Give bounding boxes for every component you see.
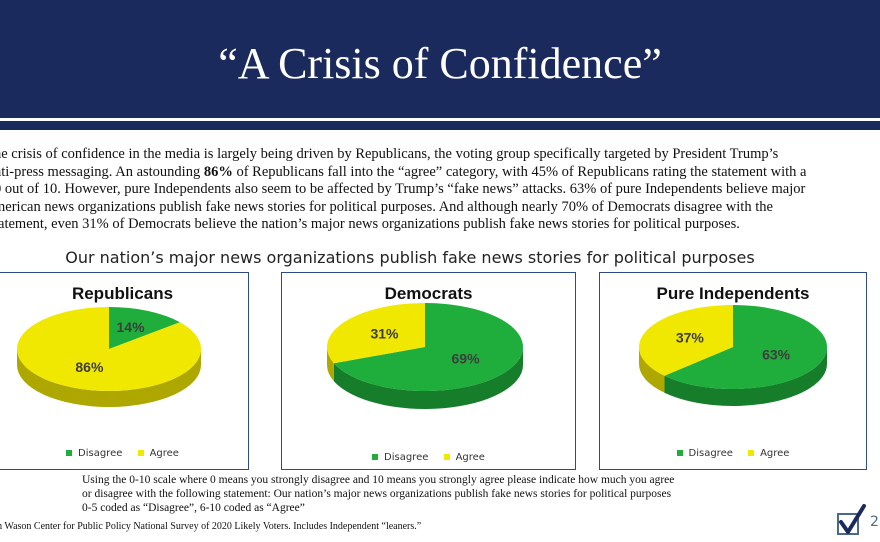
legend-item-disagree: Disagree (66, 448, 122, 459)
intro-paragraph: he crisis of confidence in the media is … (0, 146, 866, 234)
legend-label: Disagree (78, 448, 123, 459)
legend-item-agree: Agree (137, 448, 179, 459)
pie-chart-democrats: 69% 31% (327, 303, 523, 409)
page-title: “A Crisis of Confidence” (218, 39, 662, 88)
republicans-chart-panel: Republicans 14% 86% Disagree Agree (0, 272, 249, 470)
chart-legend: Disagree Agree (282, 452, 575, 463)
chart-title: Republicans (71, 284, 174, 303)
pie-side-agree (639, 347, 665, 393)
header-banner: “A Crisis of Confidence” (0, 0, 880, 130)
pie-side-disagree (333, 347, 523, 409)
legend-swatch-disagree (676, 450, 683, 456)
intro-line: he crisis of confidence in the media is … (0, 146, 779, 162)
chart-title: Democrats (384, 284, 473, 303)
pie-label-agree: 31% (370, 326, 399, 342)
intro-highlight: 86% (203, 163, 233, 180)
legend-item-agree: Agree (748, 448, 789, 459)
legend-label: Agree (760, 448, 790, 459)
pie-side-agree (327, 347, 334, 382)
intro-line: merican news organizations publish fake … (0, 198, 773, 215)
chart-title: Pure Independents (656, 284, 810, 303)
header-divider (0, 118, 880, 121)
intro-line: tatement, even 31% of Democrats believe … (0, 216, 740, 232)
intro-line: nti-press messaging. An astounding 86% o… (0, 164, 866, 182)
chart-legend: Disagree Agree (0, 448, 248, 459)
pie-slice-disagree (109, 307, 180, 349)
pie-label-agree: 86% (75, 359, 104, 375)
intro-line: 0 out of 10. However, pure Independents … (0, 181, 806, 197)
pie-label-disagree: 14% (117, 319, 146, 335)
intro-text: nti-press messaging. An astounding (0, 163, 204, 180)
legend-item-disagree: Disagree (372, 452, 428, 463)
chart-legend: Disagree Agree (600, 448, 866, 459)
legend-label: Disagree (384, 452, 429, 463)
note-line: 0-5 coded as “Disagree”, 6-10 coded as “… (82, 502, 305, 514)
pie-label-disagree: 69% (452, 350, 481, 366)
logo-text: 2 (870, 514, 879, 530)
legend-swatch-disagree (372, 454, 379, 460)
source-footnote: rom Wason Center for Public Policy Natio… (0, 521, 422, 532)
pie-side-agree (17, 349, 201, 407)
independents-chart-panel: Pure Independents 63% 37% Disagree Agree (599, 272, 867, 470)
checkmark-logo-icon: 2 (837, 504, 879, 535)
legend-swatch-agree (137, 450, 144, 456)
legend-label: Agree (149, 448, 179, 459)
survey-question-note: Using the 0-10 scale where 0 means you s… (82, 473, 782, 515)
pie-chart-independents: 63% 37% (639, 305, 827, 406)
pie-side-disagree (664, 347, 827, 406)
legend-swatch-disagree (66, 450, 73, 456)
legend-swatch-agree (748, 450, 755, 456)
pie-slice-agree (327, 303, 425, 364)
legend-item-agree: Agree (443, 452, 485, 463)
chart-heading: Our nation’s major news organizations pu… (65, 248, 755, 267)
pie-label-disagree: 63% (762, 346, 791, 362)
pie-chart-republicans: 14% 86% (17, 307, 201, 407)
legend-item-disagree: Disagree (676, 448, 733, 459)
pie-slice-agree (639, 305, 733, 376)
legend-label: Agree (455, 452, 485, 463)
note-line: Using the 0-10 scale where 0 means you s… (82, 474, 675, 486)
pie-slice-disagree (664, 305, 827, 389)
note-line: or disagree with the following statement… (82, 488, 672, 500)
intro-text: of Republicans fall into the “agree” cat… (232, 163, 807, 180)
legend-swatch-agree (443, 454, 450, 460)
legend-label: Disagree (688, 448, 733, 459)
pie-slice-agree (17, 307, 201, 391)
pie-label-agree: 37% (676, 330, 705, 346)
democrats-chart-panel: Democrats 69% 31% Disagree Agree (281, 272, 576, 470)
pie-slice-disagree (333, 303, 523, 391)
